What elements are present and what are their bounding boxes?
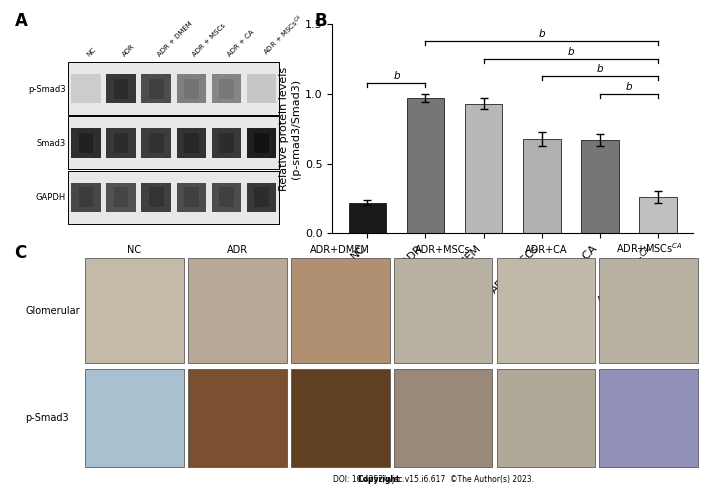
Text: GAPDH: GAPDH [35, 193, 66, 202]
Text: ADR+MSCs$^{CA}$: ADR+MSCs$^{CA}$ [616, 241, 682, 255]
Bar [106, 183, 136, 212]
Bar [291, 258, 389, 364]
Bar [69, 62, 279, 115]
Bar [184, 187, 199, 208]
Bar [219, 79, 234, 99]
Bar [212, 128, 241, 157]
Bar [69, 116, 279, 170]
Text: NC: NC [86, 47, 97, 58]
Text: B: B [314, 12, 326, 30]
Bar [212, 74, 241, 104]
Bar [149, 79, 164, 99]
Bar [106, 128, 136, 157]
Bar [497, 369, 596, 468]
Bar [599, 258, 698, 364]
Bar [523, 139, 560, 233]
Bar [149, 133, 164, 153]
Text: p-Smad3: p-Smad3 [28, 85, 66, 94]
Bar [254, 187, 269, 208]
Bar [106, 74, 136, 104]
Bar [184, 79, 199, 99]
Text: ADR + MSCs$^{CA}$: ADR + MSCs$^{CA}$ [261, 13, 307, 58]
Text: b: b [567, 48, 574, 57]
Bar [113, 133, 129, 153]
Text: A: A [14, 12, 27, 30]
Bar [69, 171, 279, 224]
Bar [188, 258, 287, 364]
Bar [393, 258, 492, 364]
Bar [188, 369, 287, 468]
Bar [84, 258, 183, 364]
Bar [113, 79, 129, 99]
Bar [406, 98, 444, 233]
Bar [71, 183, 101, 212]
Text: ADR+CA: ADR+CA [525, 245, 567, 255]
Text: DOI: 10.4252/wjsc.v15.i6.617  ©The Author(s) 2023.: DOI: 10.4252/wjsc.v15.i6.617 ©The Author… [333, 474, 534, 484]
Text: ADR + DMEM: ADR + DMEM [156, 20, 193, 58]
Bar [219, 187, 234, 208]
Bar [247, 74, 277, 104]
Text: b: b [625, 82, 632, 92]
Text: ADR + CA: ADR + CA [226, 29, 255, 58]
Bar [149, 187, 164, 208]
Bar [69, 116, 279, 170]
Text: p-Smad3: p-Smad3 [25, 413, 69, 423]
Bar [184, 133, 199, 153]
Text: b: b [393, 71, 400, 81]
Text: b: b [539, 29, 545, 39]
Bar [69, 171, 279, 224]
Text: b: b [596, 64, 603, 74]
Bar [176, 128, 206, 157]
Bar [142, 183, 171, 212]
Bar [247, 128, 277, 157]
Y-axis label: Relative protein levels
(p-smad3/Smad3): Relative protein levels (p-smad3/Smad3) [279, 67, 300, 191]
Bar [393, 369, 492, 468]
Bar [84, 369, 183, 468]
Bar [176, 183, 206, 212]
Bar [142, 74, 171, 104]
Text: Smad3: Smad3 [37, 139, 66, 148]
Bar [581, 140, 619, 233]
Text: ADR: ADR [227, 245, 248, 255]
Text: ADR + MSCs: ADR + MSCs [191, 23, 227, 58]
Bar [465, 104, 503, 233]
Bar [79, 133, 93, 153]
Bar [291, 369, 389, 468]
Bar [79, 187, 93, 208]
Bar [599, 369, 698, 468]
Text: ADR: ADR [121, 43, 136, 58]
Bar [497, 258, 596, 364]
Bar [219, 133, 234, 153]
Bar [349, 203, 386, 233]
Bar [71, 74, 101, 104]
Text: NC: NC [127, 245, 142, 255]
Bar [142, 128, 171, 157]
Bar [247, 183, 277, 212]
Text: ADR+DMEM: ADR+DMEM [310, 245, 370, 255]
Bar [69, 62, 279, 115]
Bar [254, 133, 269, 153]
Bar [639, 197, 677, 233]
Text: Copyright: Copyright [357, 474, 400, 484]
Bar [212, 183, 241, 212]
Bar [71, 128, 101, 157]
Bar [113, 187, 129, 208]
Text: ADR+MSCs: ADR+MSCs [415, 245, 471, 255]
Text: C: C [14, 244, 27, 262]
Bar [176, 74, 206, 104]
Text: Glomerular: Glomerular [25, 306, 79, 316]
